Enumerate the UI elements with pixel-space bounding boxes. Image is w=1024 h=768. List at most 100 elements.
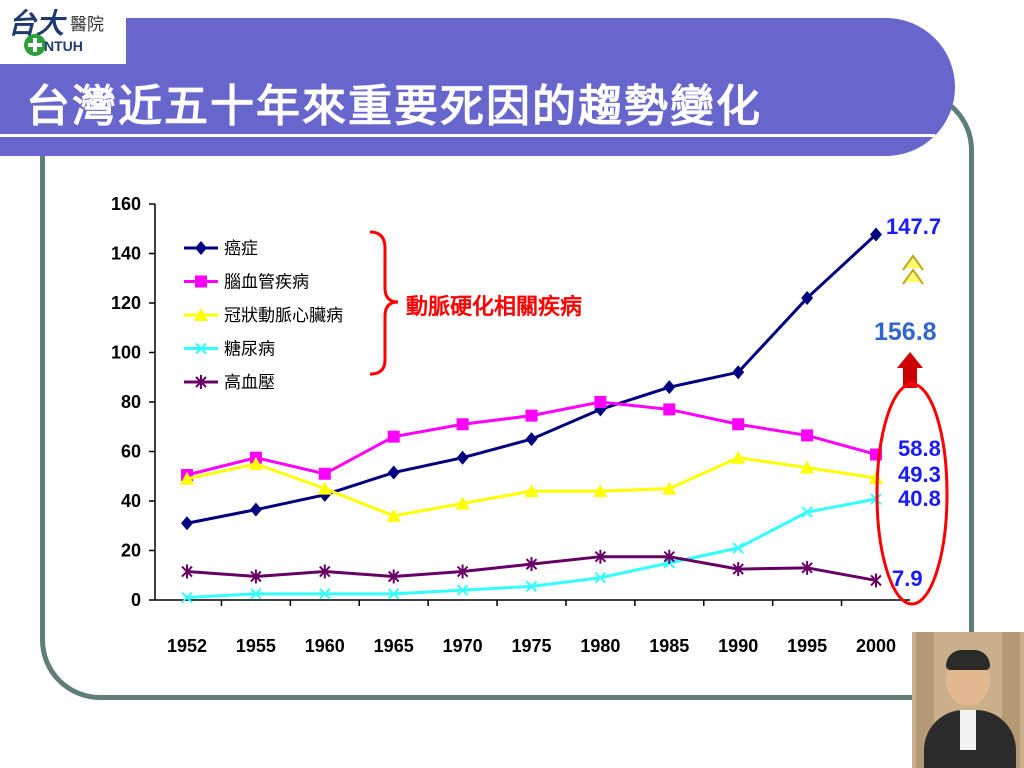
x-tick-label: 1965 (374, 636, 414, 656)
x-tick-label: 1952 (167, 636, 207, 656)
data-point (248, 456, 263, 470)
series-4 (181, 549, 882, 588)
x-tick-label: 2000 (856, 636, 896, 656)
data-point (662, 481, 677, 495)
heart-end-label: 49.3 (898, 462, 941, 487)
y-tick-label: 120 (111, 293, 141, 313)
up-arrow-icon (897, 352, 923, 388)
legend-item: 糖尿病 (184, 340, 275, 360)
legend-label: 腦血管疾病 (224, 273, 309, 293)
data-point (250, 569, 262, 584)
legend-item: 腦血管疾病 (184, 273, 309, 293)
portrait-shirt (960, 710, 976, 750)
chart-axes: 0 20 40 60 80 100 120 140 160 1952 1955 1960 1965 197… (111, 194, 910, 656)
x-tick-label: 1975 (511, 636, 551, 656)
slide-title: 台灣近五十年來重要死因的趨勢變化 (26, 81, 762, 132)
data-point (663, 403, 676, 416)
data-point (594, 549, 607, 564)
data-point (387, 588, 400, 600)
cancer-end-label: 147.7 (886, 214, 941, 239)
data-point (387, 569, 400, 584)
data-point (456, 564, 469, 579)
data-point (801, 506, 813, 518)
logo-text-sub: 醫院 (70, 15, 104, 35)
data-point (455, 496, 470, 510)
data-point (525, 432, 538, 447)
data-point (732, 365, 745, 380)
data-point (801, 560, 813, 575)
data-point (387, 430, 400, 443)
data-point (731, 450, 746, 464)
legend-label: 癌症 (224, 239, 258, 259)
series-line (186, 497, 877, 600)
data-point (317, 481, 332, 495)
data-point (663, 380, 676, 395)
y-tick-label: 0 (131, 590, 141, 610)
legend-label: 冠狀動脈心臟病 (224, 306, 343, 326)
x-tick-label: 1970 (443, 636, 483, 656)
data-point (732, 562, 744, 577)
chart-series (180, 227, 883, 604)
series-1 (181, 396, 882, 482)
data-point (525, 557, 538, 572)
data-point (525, 580, 538, 593)
portrait-hair (946, 650, 990, 670)
y-tick-label: 100 (111, 343, 141, 363)
data-point (181, 516, 193, 531)
y-tick-label: 40 (121, 491, 141, 511)
data-point (870, 573, 882, 588)
data-point (800, 460, 815, 474)
data-point (180, 471, 194, 485)
data-point (387, 465, 400, 480)
highlight-ellipse (875, 382, 949, 606)
data-point (663, 549, 676, 564)
y-tick-label: 160 (111, 194, 141, 214)
data-point (181, 591, 193, 604)
x-tick-label: 1960 (305, 636, 345, 656)
series-3 (181, 493, 882, 604)
x-tick-label: 1990 (718, 636, 758, 656)
legend-item: 冠狀動脈心臟病 (184, 306, 343, 326)
series-2 (180, 450, 883, 522)
data-point (318, 467, 331, 480)
x-tick-label: 1985 (649, 636, 689, 656)
data-point (732, 418, 745, 431)
diabetes-end-label: 40.8 (898, 486, 941, 511)
legend-item: 癌症 (184, 239, 258, 259)
data-point (181, 564, 193, 579)
data-point (801, 291, 814, 306)
data-point (801, 429, 814, 442)
series-0 (181, 227, 882, 531)
title-bar (0, 18, 955, 156)
bracket-label: 動脈硬化相關疾病 (406, 294, 582, 320)
legend-label: 高血壓 (224, 373, 275, 393)
data-point (319, 564, 331, 579)
speaker-portrait (912, 632, 1024, 768)
legend-label: 糖尿病 (224, 340, 275, 360)
bracket-shape (369, 230, 399, 376)
y-tick-label: 20 (121, 541, 141, 561)
legend-marker (195, 342, 207, 355)
chart-annotations: 動脈硬化相關疾病 147.7 156.8 58.8 49.3 40.8 7.9 (369, 214, 949, 606)
legend-item: 高血壓 (184, 373, 275, 393)
logo-text-abbr: NTUH (44, 38, 83, 54)
x-tick-label: 1995 (787, 636, 827, 656)
data-point (594, 396, 607, 408)
data-point (456, 584, 469, 596)
legend-marker (195, 275, 207, 288)
y-tick-label: 140 (111, 244, 141, 264)
data-point (732, 542, 744, 554)
hypertension-end-label: 7.9 (892, 566, 923, 591)
data-point (524, 484, 539, 498)
legend-marker (195, 375, 207, 389)
data-point (319, 588, 331, 600)
title-underline (0, 134, 935, 137)
data-point (594, 572, 607, 584)
medical-cross-icon (24, 34, 46, 56)
data-point (525, 409, 538, 422)
y-tick-label: 60 (121, 442, 141, 462)
hospital-logo: 台大 醫院 NTUH (0, 0, 126, 64)
x-tick-label: 1980 (580, 636, 620, 656)
data-point (386, 508, 401, 522)
